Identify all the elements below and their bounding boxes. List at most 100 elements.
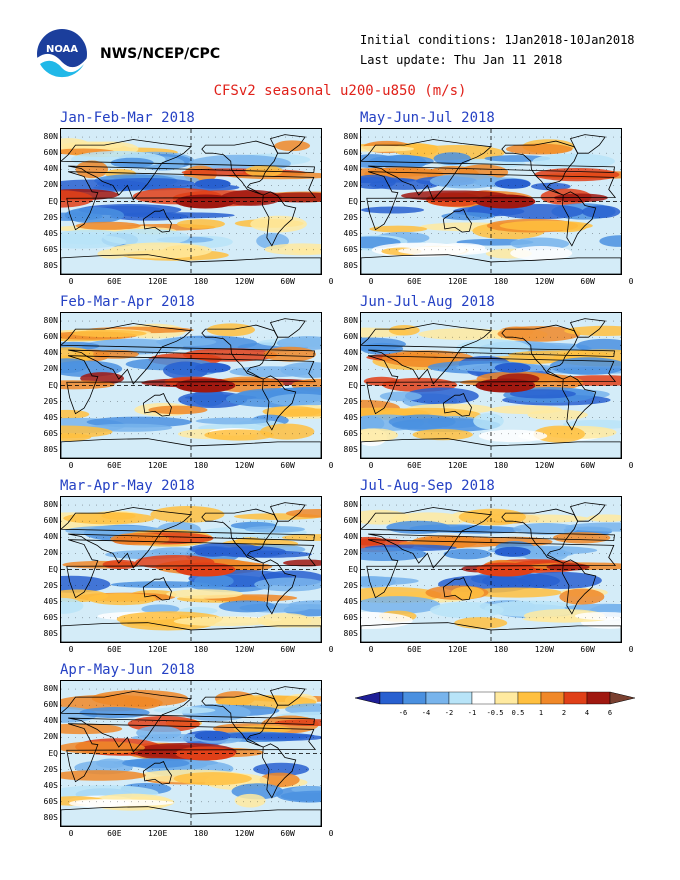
lon-tick-label: 120W: [234, 829, 254, 838]
lon-tick-label: 60E: [407, 461, 422, 470]
lat-tick-label: 20S: [43, 212, 58, 222]
lon-tick-label: 120W: [534, 645, 554, 654]
panel-title: May-Jun-Jul 2018: [360, 110, 495, 126]
lat-tick-label: 80S: [43, 260, 58, 270]
lat-tick-label: 20S: [343, 580, 358, 590]
colorbar-label: -1: [467, 709, 477, 717]
lat-tick-label: 20N: [343, 364, 358, 374]
lat-tick-label: 40N: [43, 164, 58, 174]
lon-tick-label: 60W: [280, 461, 295, 470]
lat-tick-label: 80N: [343, 132, 358, 142]
lat-tick-label: 60N: [343, 332, 358, 342]
initial-conditions: Initial conditions: 1Jan2018-10Jan2018: [360, 33, 635, 47]
forecast-map: [360, 128, 622, 275]
lon-tick-label: 120E: [148, 829, 168, 838]
lat-tick-label: 40S: [43, 228, 58, 238]
lon-tick-label: 120W: [534, 277, 554, 286]
colorbar-label: 2: [561, 709, 567, 717]
panel-title: Jul-Aug-Sep 2018: [360, 478, 495, 494]
lat-tick-label: 20N: [343, 180, 358, 190]
lon-tick-label: 0: [68, 277, 74, 286]
colorbar-label: 1: [538, 709, 544, 717]
forecast-map: [360, 496, 622, 643]
lon-tick-label: 60E: [107, 645, 122, 654]
colorbar-strip: [354, 691, 636, 705]
org-name: NWS/NCEP/CPC: [100, 46, 221, 62]
lat-tick-label: 80N: [43, 500, 58, 510]
lat-tick-label: 60S: [343, 612, 358, 622]
colorbar-segment: [563, 691, 588, 705]
lat-tick-label: 20N: [43, 548, 58, 558]
panel-title: Feb-Mar-Apr 2018: [60, 294, 195, 310]
lat-tick-label: 80N: [43, 684, 58, 694]
colorbar-label: -2: [444, 709, 454, 717]
colorbar-arrow-left: [354, 691, 381, 705]
forecast-map: [60, 680, 322, 827]
lon-tick-label: 0: [628, 277, 634, 286]
lat-tick-label: 40N: [43, 532, 58, 542]
lon-tick-label: 0: [368, 277, 374, 286]
lat-tick-label: EQ: [48, 564, 58, 574]
colorbar-segment: [494, 691, 519, 705]
lat-tick-label: 60S: [43, 612, 58, 622]
colorbar-segment: [540, 691, 565, 705]
lat-tick-label: 20S: [43, 580, 58, 590]
colorbar-segment: [402, 691, 427, 705]
lat-tick-label: 40N: [343, 532, 358, 542]
lon-tick-label: 60W: [280, 277, 295, 286]
lon-tick-label: 60E: [107, 277, 122, 286]
lat-tick-label: 80S: [43, 812, 58, 822]
lat-tick-label: 40S: [343, 596, 358, 606]
panel-title: Apr-May-Jun 2018: [60, 662, 195, 678]
lat-tick-label: 80N: [343, 316, 358, 326]
forecast-map: [60, 496, 322, 643]
colorbar-segment: [425, 691, 450, 705]
noaa-logo: NOAA: [36, 28, 88, 83]
colorbar-segment: [471, 691, 496, 705]
lon-tick-label: 180: [493, 277, 509, 286]
lat-tick-label: 20S: [343, 212, 358, 222]
lon-tick-label: 180: [193, 461, 209, 470]
colorbar-labels: -6 -4 -2 -1 -0.5 0.5 1 2 4 6: [355, 709, 635, 719]
lon-tick-label: 60E: [107, 461, 122, 470]
forecast-map: [60, 128, 322, 275]
colorbar-segment: [448, 691, 473, 705]
lat-tick-label: 60S: [43, 244, 58, 254]
colorbar-segment: [517, 691, 542, 705]
colorbar-label: 0.5: [511, 709, 525, 717]
colorbar-label: -6: [398, 709, 408, 717]
lat-tick-label: EQ: [48, 748, 58, 758]
lon-tick-label: 120W: [234, 461, 254, 470]
lat-tick-label: 60S: [343, 244, 358, 254]
lat-tick-label: EQ: [348, 564, 358, 574]
lat-tick-label: 60N: [343, 516, 358, 526]
lon-tick-label: 60W: [280, 829, 295, 838]
lat-tick-label: 40N: [43, 348, 58, 358]
lat-tick-label: 80S: [43, 444, 58, 454]
lat-tick-label: 20S: [343, 396, 358, 406]
forecast-map: [60, 312, 322, 459]
lon-tick-label: 0: [68, 829, 74, 838]
lon-tick-label: 180: [193, 277, 209, 286]
lat-tick-label: 80S: [43, 628, 58, 638]
lat-tick-label: 80N: [43, 132, 58, 142]
lat-tick-label: 40S: [43, 412, 58, 422]
lon-tick-label: 0: [328, 829, 334, 838]
lon-tick-label: 120W: [234, 277, 254, 286]
lon-tick-label: 0: [628, 461, 634, 470]
lon-tick-label: 120E: [148, 461, 168, 470]
forecast-map: [360, 312, 622, 459]
lon-tick-label: 120E: [448, 461, 468, 470]
lon-tick-label: 60W: [280, 645, 295, 654]
lat-tick-label: 40S: [43, 596, 58, 606]
lon-tick-label: 180: [193, 645, 209, 654]
lat-tick-label: 40S: [43, 780, 58, 790]
lon-tick-label: 0: [328, 461, 334, 470]
lat-tick-label: 80S: [343, 260, 358, 270]
colorbar-label: 4: [584, 709, 590, 717]
lat-tick-label: 60N: [43, 332, 58, 342]
lon-tick-label: 60W: [580, 461, 595, 470]
last-update: Last update: Thu Jan 11 2018: [360, 53, 563, 67]
colorbar-segment: [586, 691, 611, 705]
lat-tick-label: EQ: [348, 196, 358, 206]
